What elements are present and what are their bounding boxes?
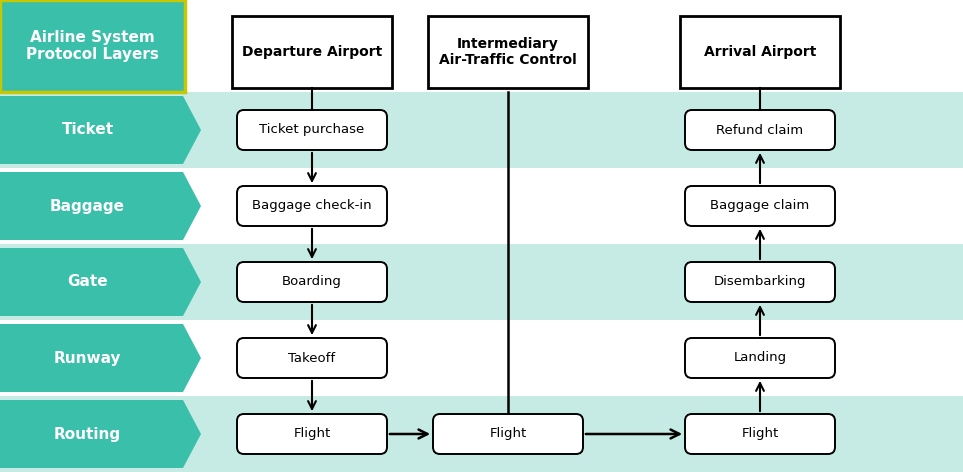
Text: Boarding: Boarding — [282, 276, 342, 288]
Bar — [428, 16, 588, 88]
FancyBboxPatch shape — [685, 110, 835, 150]
Bar — [232, 16, 392, 88]
Text: Refund claim: Refund claim — [716, 124, 803, 136]
Text: Landing: Landing — [734, 352, 787, 364]
Polygon shape — [0, 324, 201, 392]
Text: Ticket purchase: Ticket purchase — [259, 124, 365, 136]
Text: Gate: Gate — [67, 275, 108, 289]
Text: Flight: Flight — [742, 428, 779, 440]
Text: Baggage: Baggage — [50, 199, 125, 213]
Polygon shape — [0, 400, 201, 468]
FancyBboxPatch shape — [237, 262, 387, 302]
Polygon shape — [0, 96, 201, 164]
FancyBboxPatch shape — [433, 414, 583, 454]
Bar — [0, 0, 185, 92]
FancyBboxPatch shape — [685, 186, 835, 226]
Polygon shape — [0, 172, 201, 240]
Bar — [0, 320, 963, 396]
Bar — [0, 244, 963, 320]
Text: Ticket: Ticket — [62, 123, 114, 137]
Text: Baggage check-in: Baggage check-in — [252, 200, 372, 212]
FancyBboxPatch shape — [237, 338, 387, 378]
Text: Departure Airport: Departure Airport — [242, 45, 382, 59]
Text: Runway: Runway — [54, 351, 121, 365]
FancyBboxPatch shape — [237, 414, 387, 454]
Bar — [0, 168, 963, 244]
Text: Airline System
Protocol Layers: Airline System Protocol Layers — [26, 30, 159, 62]
FancyBboxPatch shape — [685, 414, 835, 454]
Text: Takeoff: Takeoff — [289, 352, 335, 364]
Text: Disembarking: Disembarking — [714, 276, 806, 288]
Bar — [0, 92, 963, 168]
FancyBboxPatch shape — [685, 338, 835, 378]
Text: Flight: Flight — [489, 428, 527, 440]
Bar — [680, 16, 840, 88]
Bar — [0, 396, 963, 472]
Text: Routing: Routing — [54, 427, 121, 441]
Text: Baggage claim: Baggage claim — [711, 200, 810, 212]
Polygon shape — [0, 248, 201, 316]
FancyBboxPatch shape — [237, 186, 387, 226]
Text: Intermediary
Air-Traffic Control: Intermediary Air-Traffic Control — [439, 37, 577, 67]
Text: Flight: Flight — [294, 428, 330, 440]
FancyBboxPatch shape — [685, 262, 835, 302]
Text: Arrival Airport: Arrival Airport — [704, 45, 817, 59]
FancyBboxPatch shape — [237, 110, 387, 150]
